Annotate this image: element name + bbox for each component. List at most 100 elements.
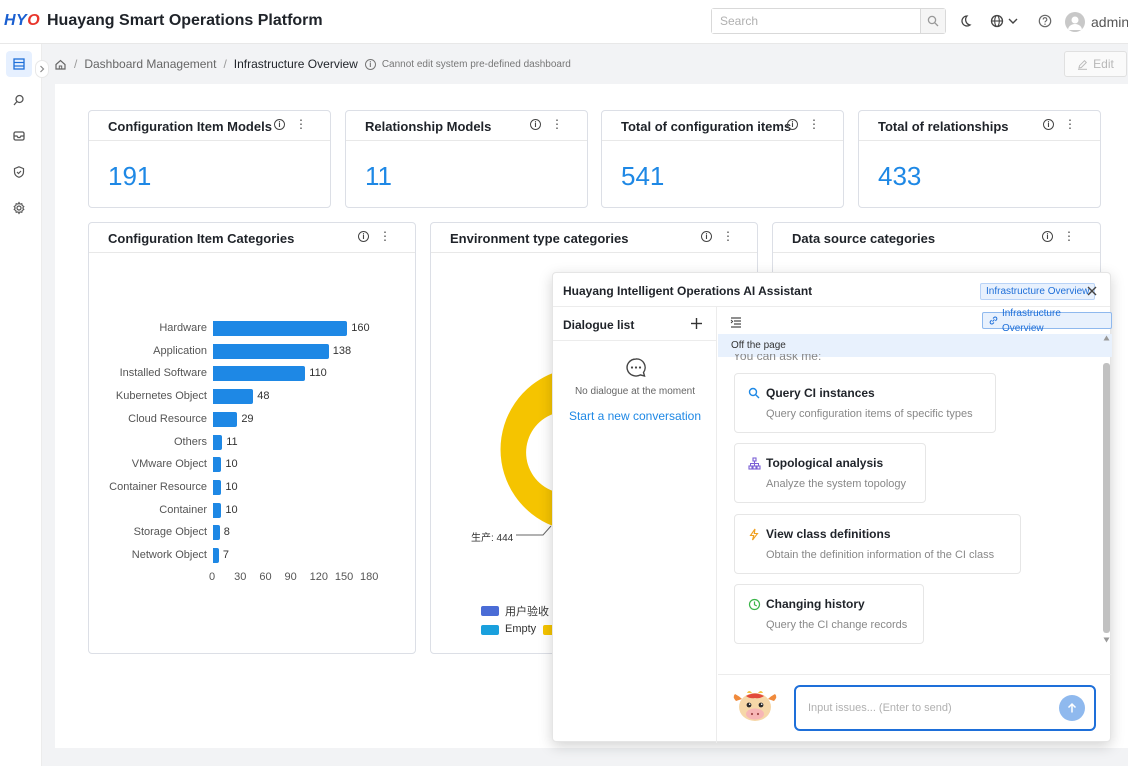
info-icon[interactable]: i xyxy=(1043,119,1054,130)
dark-mode-toggle[interactable] xyxy=(956,12,974,30)
more-icon[interactable]: ⋮ xyxy=(808,117,820,131)
scroll-down-icon[interactable] xyxy=(1103,637,1110,643)
info-icon[interactable]: i xyxy=(274,119,285,130)
bar[interactable] xyxy=(213,343,329,359)
more-icon[interactable]: ⋮ xyxy=(1064,117,1076,131)
bar-value-label: 10 xyxy=(225,458,238,471)
card-title: Environment type categories xyxy=(450,231,629,246)
search-icon xyxy=(927,15,939,27)
stat-card: Total of configuration items i ⋮ 541 xyxy=(601,110,844,208)
bar[interactable] xyxy=(213,434,223,450)
new-conversation-link[interactable]: Start a new conversation xyxy=(568,409,702,423)
divider xyxy=(553,340,716,341)
suggestion-title: Changing history xyxy=(766,597,865,611)
home-icon[interactable] xyxy=(54,58,67,71)
scrollbar[interactable] xyxy=(1101,329,1112,645)
user-icon xyxy=(1068,16,1082,30)
legend-swatch[interactable] xyxy=(481,606,499,616)
bar-category-label: Storage Object xyxy=(133,526,207,539)
bar-value-label: 138 xyxy=(332,344,352,357)
page-context-tag[interactable]: Infrastructure Overview xyxy=(982,308,1112,334)
dialogue-list-title: Dialogue list xyxy=(563,318,635,332)
readonly-note: Cannot edit system pre-defined dashboard xyxy=(381,58,571,70)
stat-value: 11 xyxy=(365,161,392,191)
sidebar-collapse-toggle[interactable] xyxy=(35,60,49,78)
bar[interactable] xyxy=(213,389,254,405)
sidebar-item-security[interactable] xyxy=(6,159,32,185)
info-icon[interactable]: i xyxy=(787,119,798,130)
scrollbar-thumb[interactable] xyxy=(1103,363,1110,633)
more-icon[interactable]: ⋮ xyxy=(295,117,307,131)
scroll-up-icon[interactable] xyxy=(1103,335,1110,341)
user-name[interactable]: admin xyxy=(1091,14,1128,30)
new-dialogue-button[interactable] xyxy=(690,313,703,335)
bar[interactable] xyxy=(213,479,222,495)
context-tag: Infrastructure Overview xyxy=(980,283,1096,300)
legend-swatch[interactable] xyxy=(481,625,499,635)
chat-bubble-icon xyxy=(625,357,647,384)
close-button[interactable] xyxy=(1086,282,1098,302)
info-icon[interactable]: i xyxy=(358,231,369,242)
info-icon[interactable]: i xyxy=(530,119,541,130)
bar[interactable] xyxy=(213,525,220,541)
avatar[interactable] xyxy=(1065,12,1085,32)
divider xyxy=(89,140,330,141)
chat-input-box xyxy=(794,685,1096,731)
suggestion-desc: Query configuration items of specific ty… xyxy=(766,408,973,420)
donut-slice-label: 生产: 444 xyxy=(471,533,514,544)
sidebar-item-dashboard[interactable] xyxy=(6,51,32,77)
suggestion-change-history[interactable]: Changing history Query the CI change rec… xyxy=(734,584,924,644)
logo[interactable]: HYO xyxy=(4,12,41,29)
suggestion-topology[interactable]: Topological analysis Analyze the system … xyxy=(734,443,926,503)
page-context-label: Infrastructure Overview xyxy=(1001,307,1061,334)
stat-value: 541 xyxy=(621,161,665,191)
close-icon xyxy=(1087,286,1097,296)
search-button[interactable] xyxy=(920,9,945,33)
bar-value-label: 7 xyxy=(222,549,229,561)
card-actions: i ⋮ xyxy=(530,117,563,131)
info-icon[interactable]: i xyxy=(701,231,712,242)
sidebar-item-settings[interactable] xyxy=(6,195,32,221)
more-icon[interactable]: ⋮ xyxy=(379,229,391,243)
more-icon[interactable]: ⋮ xyxy=(1063,229,1075,243)
help-icon xyxy=(1038,14,1052,28)
legend-label[interactable]: 用户验收 xyxy=(505,606,549,618)
legend-label[interactable]: Empty xyxy=(505,623,537,635)
donut-slice-production[interactable] xyxy=(500,373,553,526)
suggestion-title: View class definitions xyxy=(766,527,891,541)
bar[interactable] xyxy=(213,321,348,336)
chat-input[interactable] xyxy=(808,699,1048,717)
bar-category-label: Kubernetes Object xyxy=(115,390,207,403)
send-button[interactable] xyxy=(1059,695,1085,721)
x-tick-label: 30 xyxy=(234,571,247,583)
breadcrumb-separator: / xyxy=(223,57,227,71)
bar-category-label: Cloud Resource xyxy=(128,412,207,425)
arrow-up-icon xyxy=(1067,702,1077,713)
shield-icon xyxy=(13,166,25,178)
suggestion-query-ci[interactable]: Query CI instances Query configuration i… xyxy=(734,373,996,433)
language-switcher[interactable] xyxy=(987,12,1021,30)
suggestion-desc: Analyze the system topology xyxy=(766,478,907,490)
more-icon[interactable]: ⋮ xyxy=(551,117,563,131)
bar-category-label: Network Object xyxy=(131,549,207,561)
sidebar-item-inbox[interactable] xyxy=(6,123,32,149)
bar[interactable] xyxy=(213,502,222,518)
top-bar: HYO Huayang Smart Operations Platform ad… xyxy=(0,0,1128,44)
edit-button[interactable]: Edit xyxy=(1064,51,1127,77)
bar[interactable] xyxy=(213,457,222,473)
menu-toggle[interactable] xyxy=(730,315,742,333)
suggestion-class-definitions[interactable]: View class definitions Obtain the defini… xyxy=(734,514,1021,574)
search-input[interactable] xyxy=(712,9,917,33)
chat-area: Infrastructure Overview Off the page You… xyxy=(718,307,1112,743)
assistant-title: Huayang Intelligent Operations AI Assist… xyxy=(563,284,813,298)
info-icon[interactable]: i xyxy=(1042,231,1053,242)
help-button[interactable] xyxy=(1036,12,1054,30)
card-actions: i ⋮ xyxy=(1042,229,1075,243)
bar-value-label: 8 xyxy=(223,526,230,539)
breadcrumb-dashboard-management[interactable]: Dashboard Management xyxy=(84,57,217,71)
bar[interactable] xyxy=(213,366,306,382)
sidebar-item-search[interactable] xyxy=(6,87,32,113)
bar[interactable] xyxy=(213,548,219,563)
more-icon[interactable]: ⋮ xyxy=(722,229,734,243)
bar[interactable] xyxy=(213,411,238,427)
